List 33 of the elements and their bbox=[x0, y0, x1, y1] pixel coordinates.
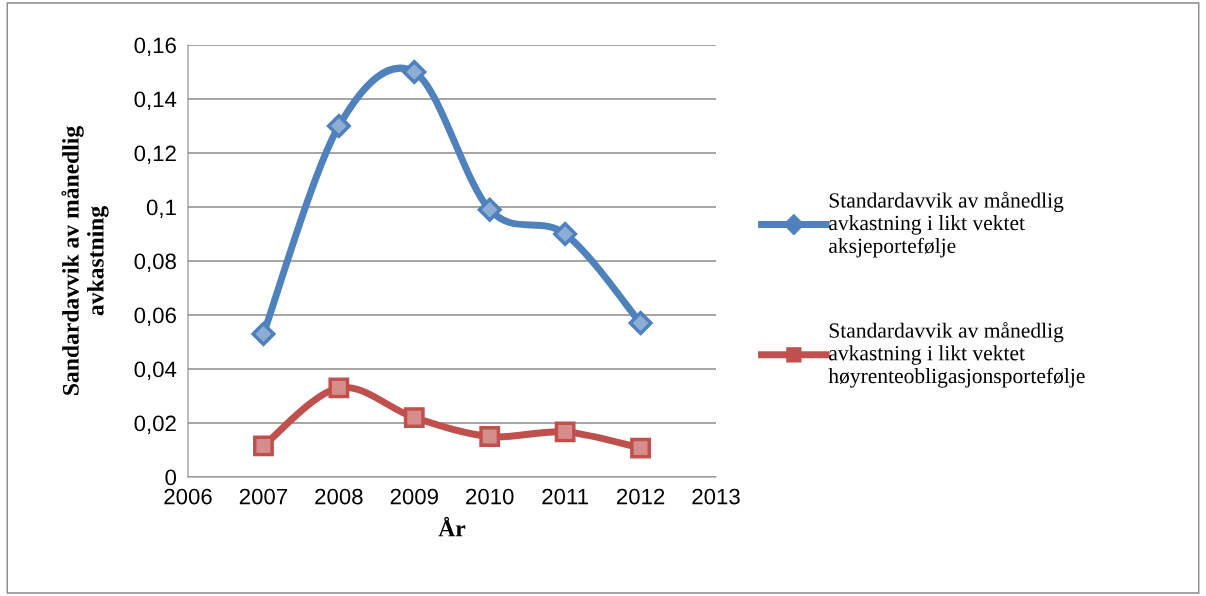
y-tick-label: 0,1 bbox=[146, 199, 176, 218]
point bbox=[630, 437, 651, 459]
point bbox=[401, 59, 427, 85]
point bbox=[477, 197, 503, 223]
y-tick-label: 0,04 bbox=[134, 361, 177, 380]
x-tick-label: 2010 bbox=[466, 488, 514, 505]
y-tick-label: 0,12 bbox=[134, 145, 176, 164]
point bbox=[628, 310, 654, 336]
x-tick-label: 2008 bbox=[315, 488, 363, 505]
point bbox=[328, 377, 350, 399]
point bbox=[250, 321, 276, 347]
point bbox=[326, 113, 352, 139]
point bbox=[552, 221, 578, 247]
point bbox=[403, 407, 425, 429]
y-tick-label: 0,02 bbox=[134, 415, 176, 434]
x-tick-label: 2013 bbox=[692, 488, 740, 505]
y-axis-title: Sandardavvik av månedlig avkastning bbox=[61, 126, 109, 395]
y-tick-label: 0,14 bbox=[134, 91, 177, 110]
point bbox=[479, 426, 501, 447]
y-tick-label: 0,06 bbox=[134, 307, 176, 326]
legend-label: Standardavvik av månedlig avkastning i likt vektet høyrenteobligasjonsportefølje bbox=[828, 322, 1085, 388]
point bbox=[554, 421, 576, 443]
y-tick-label: 0,16 bbox=[134, 37, 176, 56]
x-tick-label: 2009 bbox=[390, 488, 438, 505]
y-tick-label: 0,08 bbox=[134, 253, 176, 272]
x-tick-label: 2012 bbox=[616, 488, 665, 505]
x-tick-label: 2007 bbox=[239, 488, 288, 505]
x-axis-title: År bbox=[438, 516, 466, 537]
y-tick-label: 0 bbox=[165, 469, 177, 486]
x-tick-label: 2011 bbox=[542, 488, 588, 505]
point bbox=[253, 435, 274, 457]
legend-label: Standardavvik av månedlig avkastning i likt vektet aksjeportefølje bbox=[829, 191, 1064, 258]
x-tick-label: 2006 bbox=[164, 488, 212, 505]
